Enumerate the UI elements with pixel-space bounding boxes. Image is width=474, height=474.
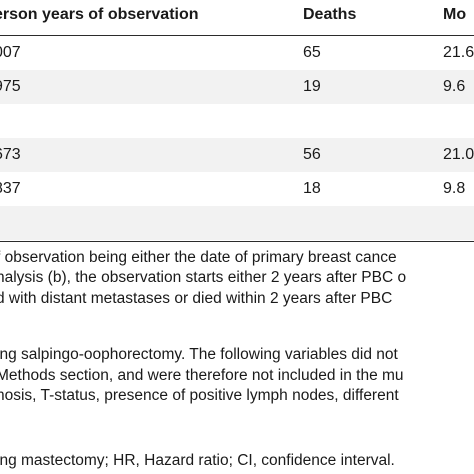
table-bottom-rule — [0, 241, 474, 242]
cell-person-years: 007 — [0, 44, 21, 61]
table-row: 837 18 9.8 — [0, 172, 474, 206]
table-header-row: erson years of observation Deaths Mo — [0, 0, 474, 32]
cell-mortality: 9.8 — [443, 180, 466, 197]
footnote-line: f observation being either the date of p… — [0, 249, 397, 266]
cell-deaths: 18 — [303, 180, 321, 197]
cell-mortality: 21.6 — [443, 44, 474, 61]
table-row: 975 19 9.6 — [0, 70, 474, 104]
table-row: 673 56 21.0 — [0, 138, 474, 172]
header-mortality: Mo — [443, 6, 467, 23]
header-deaths: Deaths — [303, 6, 357, 23]
cell-mortality: 9.6 — [443, 78, 466, 95]
header-person-years: erson years of observation — [0, 6, 199, 23]
header-rule — [0, 35, 474, 36]
cell-mortality: 21.0 — [443, 146, 474, 163]
cell-person-years: 673 — [0, 146, 21, 163]
cell-person-years: 975 — [0, 78, 21, 95]
footnote-line: Methods section, and were therefore not … — [0, 367, 404, 384]
cell-person-years: 837 — [0, 180, 21, 197]
table-row: 007 65 21.6 — [0, 36, 474, 70]
footnote-line: nosis, T-status, presence of positive ly… — [0, 387, 399, 404]
table-row — [0, 104, 474, 138]
table-row — [0, 206, 474, 240]
footnote-line: ing mastectomy; HR, Hazard ratio; CI, co… — [0, 452, 395, 469]
footnote-line: nalysis (b), the observation starts eith… — [0, 269, 407, 286]
cell-deaths: 56 — [303, 146, 321, 163]
cell-deaths: 65 — [303, 44, 321, 61]
footnote-line: ing salpingo-oophorectomy. The following… — [0, 346, 398, 363]
cell-deaths: 19 — [303, 78, 321, 95]
footnote-line: d with distant metastases or died within… — [0, 290, 393, 307]
